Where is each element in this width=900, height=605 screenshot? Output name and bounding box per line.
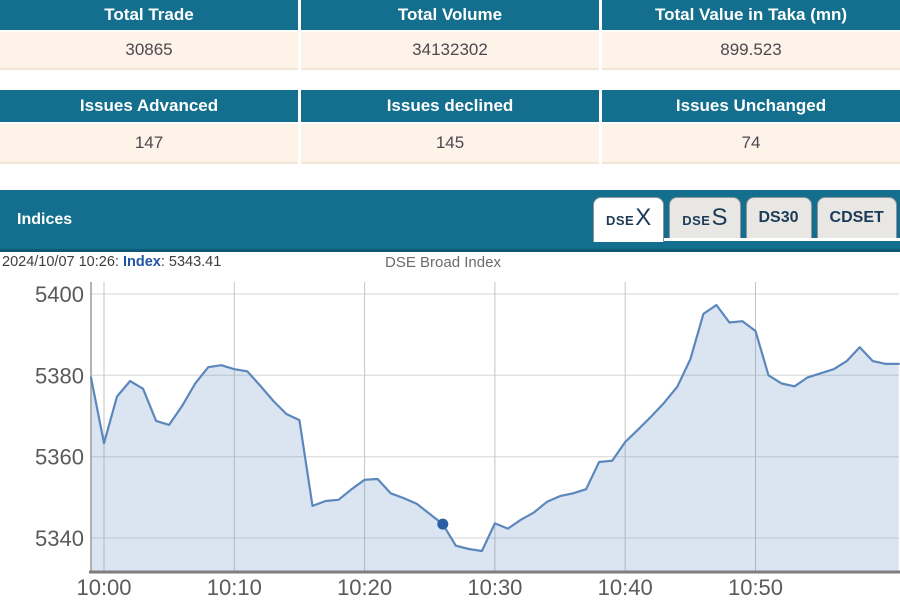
indices-title: Indices (17, 211, 73, 228)
summary-value-total-value: 899.523 (602, 32, 900, 70)
tab-ds30[interactable]: DS30 (745, 197, 812, 238)
summary-value-total-trade: 30865 (0, 32, 298, 70)
svg-text:10:10: 10:10 (207, 575, 262, 600)
chart-tooltip-readout: 2024/10/07 10:26: Index: 5343.41 (2, 254, 221, 270)
svg-text:5380: 5380 (35, 363, 84, 388)
tab-dsex-label: DSE (606, 213, 635, 228)
tooltip-index-value: : 5343.41 (160, 254, 222, 270)
issues-header-unchanged: Issues Unchanged (602, 90, 900, 122)
issues-value-advanced: 147 (0, 124, 298, 164)
svg-text:10:40: 10:40 (598, 575, 653, 600)
index-tab-strip: DSE X DSE S DS30 CDSET (593, 197, 897, 242)
svg-text:10:30: 10:30 (467, 575, 522, 600)
svg-text:5360: 5360 (35, 445, 84, 470)
chart-title: DSE Broad Index (385, 254, 501, 271)
tooltip-index-label: Index (122, 254, 161, 270)
tab-ds30-label: DS30 (758, 209, 799, 226)
issues-value-declined: 145 (301, 124, 599, 164)
tab-underline (593, 238, 900, 241)
svg-text:10:00: 10:00 (76, 575, 131, 600)
summary-header-total-volume: Total Volume (301, 0, 599, 30)
index-chart[interactable]: 5340 5360 5380 5400 10:00 10:10 10:20 10:30 10:4… (0, 270, 900, 600)
summary-table: Total Trade Total Volume Total Value in … (0, 0, 900, 70)
summary-header-total-value: Total Value in Taka (mn) (602, 0, 900, 30)
issues-table: Issues Advanced Issues declined Issues U… (0, 90, 900, 164)
summary-header-total-trade: Total Trade (0, 0, 298, 30)
issues-header-advanced: Issues Advanced (0, 90, 298, 122)
svg-text:10:50: 10:50 (728, 575, 783, 600)
tab-dses-label-big: S (711, 204, 728, 231)
tab-dsex[interactable]: DSE X (593, 197, 665, 242)
svg-text:5400: 5400 (35, 282, 84, 307)
tab-cdset[interactable]: CDSET (816, 197, 897, 238)
tab-cdset-label: CDSET (829, 209, 884, 226)
tooltip-datetime: 2024/10/07 10:26: (2, 254, 123, 270)
summary-value-total-volume: 34132302 (301, 32, 599, 70)
tab-dsex-label-big: X (635, 204, 652, 231)
indices-header-bar: Indices DSE X DSE S DS30 CDSET (0, 190, 900, 252)
svg-text:10:20: 10:20 (337, 575, 392, 600)
svg-text:5340: 5340 (35, 526, 84, 551)
issues-value-unchanged: 74 (602, 124, 900, 164)
tab-dses-label: DSE (682, 213, 711, 228)
issues-header-declined: Issues declined (301, 90, 599, 122)
tab-dses[interactable]: DSE S (669, 197, 741, 238)
